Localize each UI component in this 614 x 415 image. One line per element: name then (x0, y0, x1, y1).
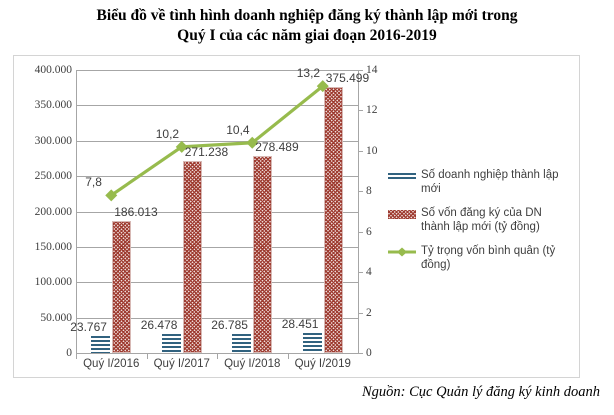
data-label-average-capital: 10,4 (226, 122, 250, 137)
y-axis-right-tick-mark (358, 150, 363, 152)
legend-item-enterprises[interactable]: Số doanh nghiệp thành lập mới (388, 168, 573, 196)
x-axis-tick-label: Quý I/2018 (224, 358, 281, 370)
bar-enterprises[interactable] (232, 334, 252, 353)
x-axis-tick-label: Quý I/2017 (153, 358, 210, 370)
y-axis-left-tick: 400.000 (34, 64, 72, 76)
y-axis-right-tick-mark (358, 312, 363, 314)
y-axis-left: 0 50.000 100.000 150.000 200.000 250.000 300.0… (6, 64, 72, 359)
line-marker-average-capital[interactable] (105, 189, 118, 202)
y-axis-right-tick: 8 (366, 185, 372, 198)
y-axis-right-tick: 12 (366, 104, 378, 117)
data-label-capital: 271.238 (184, 145, 229, 160)
x-axis-tick-mark (146, 354, 148, 359)
y-axis-left-tick: 50.000 (40, 311, 72, 324)
bar-capital[interactable] (182, 161, 202, 353)
y-axis-right-tick-mark (358, 110, 363, 112)
legend-item-average-capital[interactable]: Tỷ trọng vốn bình quân (tỷ đồng) (388, 244, 573, 272)
line-marker-average-capital[interactable] (246, 136, 259, 149)
y-axis-right-tick: 2 (366, 306, 372, 319)
bar-enterprises[interactable] (302, 332, 322, 353)
y-axis-right-tick: 0 (366, 347, 372, 359)
bar-capital[interactable] (323, 87, 343, 353)
x-axis-tick-mark (217, 354, 218, 359)
bar-capital[interactable] (253, 155, 273, 353)
bar-enterprises[interactable] (161, 334, 181, 353)
y-axis-right-tick-mark (358, 231, 363, 233)
blue-striped-bar-key-icon (388, 170, 416, 184)
data-label-enterprises: 28.451 (281, 316, 319, 331)
y-axis-left-tick: 250.000 (34, 170, 72, 183)
gridline (76, 211, 358, 213)
line-marker-average-capital[interactable] (175, 140, 188, 153)
gridline (76, 70, 358, 71)
bar-enterprises[interactable] (91, 336, 111, 353)
y-axis-left-tick: 150.000 (34, 240, 72, 253)
chart-legend: Số doanh nghiệp thành lập mới Số vốn đăn… (388, 168, 573, 282)
y-axis-left-tick: 200.000 (34, 205, 72, 218)
data-label-average-capital: 10,2 (155, 126, 180, 141)
y-axis-left-tick: 100.000 (34, 276, 72, 289)
data-label-average-capital: 7,8 (85, 175, 102, 190)
y-axis-right: 0 2 4 6 8 10 12 14 (366, 64, 396, 359)
legend-label-enterprises: Số doanh nghiệp thành lập mới (421, 169, 559, 195)
y-axis-right-line (358, 70, 359, 354)
y-axis-right-tick: 4 (366, 266, 372, 279)
x-axis-tick-label: Quý I/2019 (294, 358, 351, 370)
data-label-enterprises: 23.767 (70, 320, 107, 335)
data-label-capital: 278.489 (255, 139, 299, 154)
x-axis-labels: Quý I/2016 Quý I/2017 Quý I/2018 Quý I/2019 (76, 358, 358, 378)
data-label-enterprises: 26.785 (211, 318, 248, 333)
pink-checkered-bar-key-icon (388, 210, 416, 219)
y-axis-right-tick: 14 (366, 64, 378, 76)
green-line-key-icon (388, 246, 416, 260)
chart-title: Biểu đồ về tình hình doanh nghiệp đăng k… (96, 7, 518, 44)
y-axis-left-tick: 350.000 (34, 99, 72, 112)
y-axis-right-tick-mark (358, 70, 363, 71)
line-marker-average-capital[interactable] (316, 80, 329, 93)
data-label-enterprises: 26.478 (140, 318, 178, 333)
data-label-capital: 186.013 (114, 205, 158, 220)
x-axis-tick-label: Quý I/2016 (83, 358, 140, 370)
legend-label-average-capital: Tỷ trọng vốn bình quân (tỷ đồng) (421, 245, 556, 271)
legend-item-capital[interactable]: Số vốn đăng ký của DN thành lập mới (tỷ … (388, 206, 573, 234)
line-series-overlay (105, 80, 329, 202)
y-axis-left-tick: 300.000 (34, 134, 72, 147)
gridline (76, 246, 358, 248)
plot-area (76, 70, 358, 354)
bar-capital[interactable] (112, 221, 132, 353)
legend-label-capital: Số vốn đăng ký của DN thành lập mới (tỷ … (421, 207, 542, 233)
gridline (76, 317, 358, 319)
gridline (76, 176, 358, 178)
y-axis-right-tick-mark (358, 272, 363, 274)
data-label-average-capital: 13,2 (296, 66, 321, 81)
y-axis-right-tick-mark (358, 353, 363, 354)
gridline (76, 105, 358, 107)
gridline (76, 282, 358, 284)
data-label-capital: 375.499 (325, 71, 370, 86)
x-axis-tick-mark (287, 354, 289, 359)
x-axis-tick-mark (76, 354, 77, 359)
source-note: Nguồn: Cục Quản lý đăng ký kinh doanh (361, 384, 600, 400)
y-axis-left-tick: 0 (66, 347, 72, 359)
gridline (76, 353, 358, 354)
y-axis-right-tick: 10 (366, 144, 378, 157)
y-axis-right-tick-mark (358, 191, 363, 193)
line-path-average-capital (110, 84, 324, 197)
gridline (76, 140, 358, 142)
y-axis-right-tick: 6 (366, 225, 372, 238)
